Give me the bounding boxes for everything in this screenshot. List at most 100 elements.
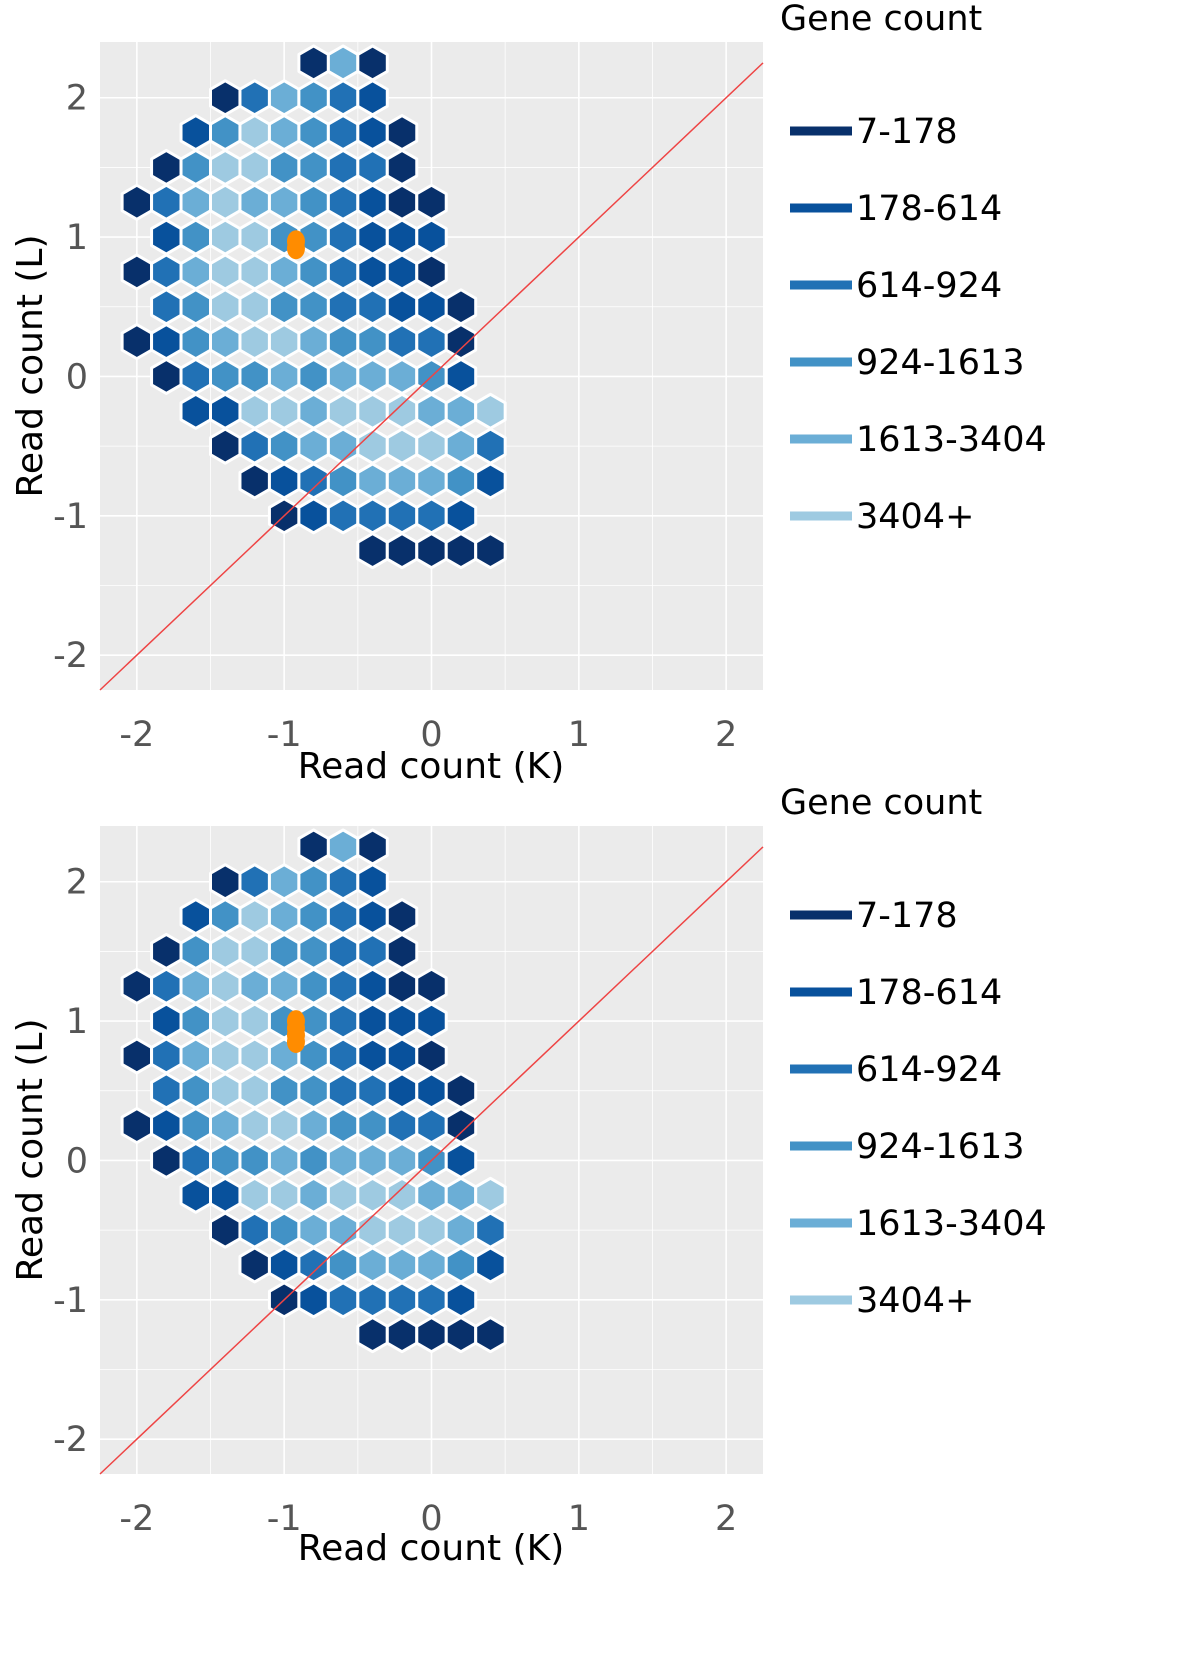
bottom-legend-label: 7-178 [856,896,958,936]
top-hexbin [238,462,271,500]
top-hexbin [415,497,448,535]
bottom-legend-title: Gene count [780,783,982,823]
top-hexbin [444,532,478,570]
bottom-hexbin [356,828,389,866]
bottom-hexbin [179,1002,212,1040]
bottom-hexbin [120,967,154,1005]
bottom-hexbin [385,1002,419,1040]
bottom-hexbin [150,1002,183,1040]
top-legend-label: 178-614 [856,189,1002,229]
top-hexbin [385,462,419,500]
bottom-hexbin [179,1072,212,1110]
bottom-hexbin [415,1316,448,1354]
bottom-hexbin [267,1107,301,1145]
top-hexbin [356,462,389,500]
top-hexbin [267,462,301,500]
top-hexbin [297,323,330,361]
bottom-hexbin [385,1141,419,1179]
top-hexbin [297,44,330,82]
bottom-hexbin [356,1037,389,1075]
top-legend-label: 3404+ [856,497,974,537]
bottom-hexbin [238,1002,271,1040]
bottom-hexbin [238,967,271,1005]
bottom-y-axis-title: Read count (L) [10,1018,51,1281]
top-hexbin [238,323,271,361]
top-hexbin [444,462,478,500]
bottom-hexbin [267,932,301,970]
top-hexbin [209,288,242,326]
bottom-hexbin [444,1107,478,1145]
top-reference-line-group [99,62,764,691]
top-hexbin [238,253,271,291]
top-hexbin [326,427,360,465]
top-hexbin [297,253,330,291]
bottom-legend-label: 178-614 [856,973,1002,1013]
top-hexbin [444,427,478,465]
top-hexbin [356,532,389,570]
bottom-legend: 7-178 178-614 614-924 924-1613 1613-3404 3404… [790,896,1047,1321]
bottom-hexbin [415,1072,448,1110]
bottom-hexbin [474,1211,507,1249]
top-hexbin [238,183,271,221]
top-hexbin [238,218,271,256]
top-hexbin [444,288,478,326]
top-hexbin [385,497,419,535]
bottom-hexbin [326,1107,360,1145]
top-hexbin [238,427,271,465]
top-hexbin [209,148,242,186]
bottom-chart: -2 -1 0 1 2 -2 -1 0 1 2 Read count (K) Read coun… [10,783,1047,1569]
bottom-hexbin [385,1072,419,1110]
bottom-y-tick-label: 2 [66,863,88,903]
bottom-y-tick-labels: -2 -1 0 1 2 [53,863,88,1460]
bottom-hexbin [297,1141,330,1179]
top-highlight-point [286,230,305,253]
bottom-hexbin [209,1176,242,1214]
bottom-highlight-points [286,1010,305,1053]
bottom-hexbin [209,967,242,1005]
top-hexbin [326,497,360,535]
bottom-hexbin [385,1107,419,1145]
top-x-tick-labels: -2 -1 0 1 2 [119,715,737,755]
top-hexbin [238,79,271,117]
top-y-tick-label: 1 [66,218,88,258]
top-hexbin [326,218,360,256]
bottom-hexbin [297,1281,330,1319]
top-hexbin [179,148,212,186]
top-hexbin [326,323,360,361]
top-legend-label: 7-178 [856,112,958,152]
bottom-x-tick-label: -2 [119,1499,154,1539]
bottom-hexbin [297,1211,330,1249]
bottom-hexbins [120,828,507,1354]
bottom-hexbin [297,967,330,1005]
top-legend-title: Gene count [780,0,982,39]
bottom-y-tick-label: 1 [66,1002,88,1042]
bottom-hexbin [444,1211,478,1249]
top-hexbin [356,114,389,152]
bottom-highlight-point [286,1010,305,1033]
bottom-hexbin [120,1037,154,1075]
top-hexbin [209,357,242,395]
top-hexbin [444,497,478,535]
top-hexbin [120,253,154,291]
bottom-x-tick-label: 0 [420,1499,442,1539]
bottom-x-tick-labels: -2 -1 0 1 2 [119,1499,737,1539]
top-legend-label: 614-924 [856,266,1002,306]
top-hexbin [385,148,419,186]
top-x-tick-label: 2 [715,715,737,755]
bottom-y-tick-label: -1 [53,1281,88,1321]
bottom-hexbin [444,1072,478,1110]
top-hexbin [356,44,389,82]
top-x-tick-label: -2 [119,715,154,755]
top-hexbin [385,357,419,395]
bottom-hexbin [297,1246,330,1284]
top-hexbin [150,253,183,291]
bottom-hexbin [238,898,271,936]
bottom-hexbin [150,1037,183,1075]
bottom-hexbin [356,1072,389,1110]
bottom-hexbin [385,1037,419,1075]
bottom-hexbin [356,898,389,936]
top-hexbin [326,79,360,117]
top-hexbin [415,253,448,291]
bottom-hexbin [326,932,360,970]
top-hexbin [297,183,330,221]
